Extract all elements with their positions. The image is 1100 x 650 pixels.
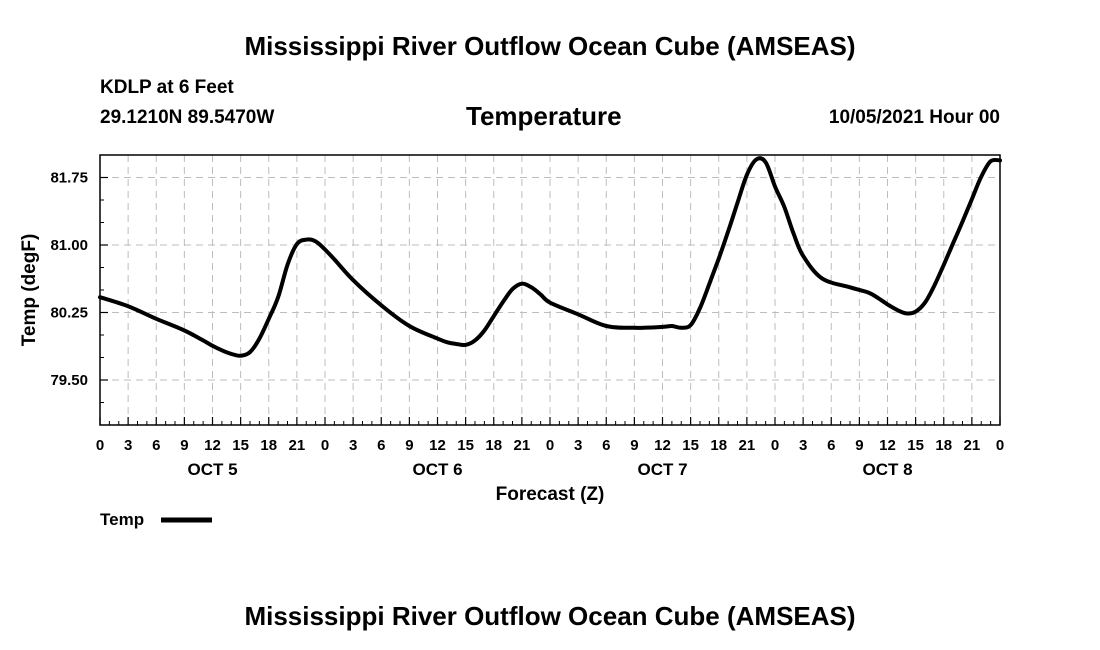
- chart-main-title: Mississippi River Outflow Ocean Cube (AM…: [244, 31, 856, 61]
- x-tick-label: 6: [827, 437, 835, 454]
- y-tick-label: 81.75: [50, 170, 88, 187]
- x-tick-label: 3: [799, 437, 807, 454]
- x-axis-label: Forecast (Z): [496, 484, 605, 505]
- x-tick-label: 9: [180, 437, 188, 454]
- x-tick-label: 15: [232, 437, 249, 454]
- x-axis-ticks: 0 3 6 9 12 15 18 21 0 3 6 9 12 15 18 21 0 3 6 9 12 15 18 21 0 3 6 9…: [96, 417, 1004, 479]
- x-tick-label: 18: [710, 437, 727, 454]
- x-tick-label: 15: [457, 437, 474, 454]
- x-tick-label: 3: [124, 437, 132, 454]
- datetime-label: 10/05/2021 Hour 00: [828, 107, 1000, 128]
- x-tick-label: 6: [377, 437, 385, 454]
- x-day-label: OCT 7: [637, 460, 687, 479]
- x-tick-label: 9: [855, 437, 863, 454]
- x-tick-label: 9: [405, 437, 413, 454]
- plot-frame: [99, 154, 1001, 426]
- temp-series-line: [98, 156, 1002, 358]
- x-tick-label: 3: [574, 437, 582, 454]
- x-tick-label: 15: [682, 437, 699, 454]
- x-tick-label: 12: [204, 437, 221, 454]
- x-day-label: OCT 6: [412, 460, 462, 479]
- x-tick-label: 21: [289, 437, 306, 454]
- x-tick-label: 0: [96, 437, 104, 454]
- y-axis-label: Temp (degF): [19, 234, 40, 347]
- x-tick-label: 18: [485, 437, 502, 454]
- y-tick-label: 80.25: [50, 305, 88, 322]
- x-tick-label: 9: [630, 437, 638, 454]
- x-tick-label: 18: [935, 437, 952, 454]
- x-tick-label: 0: [546, 437, 554, 454]
- x-tick-label: 3: [349, 437, 357, 454]
- x-tick-label: 0: [771, 437, 779, 454]
- legend-label: Temp: [100, 510, 144, 529]
- x-tick-label: 21: [514, 437, 531, 454]
- x-day-label: OCT 5: [187, 460, 237, 479]
- x-tick-label: 12: [879, 437, 896, 454]
- chart-footer-title: Mississippi River Outflow Ocean Cube (AM…: [244, 601, 856, 631]
- x-day-label: OCT 8: [862, 460, 912, 479]
- x-tick-label: 18: [260, 437, 277, 454]
- x-tick-label: 6: [152, 437, 160, 454]
- x-tick-label: 0: [321, 437, 329, 454]
- x-tick-label: 21: [739, 437, 756, 454]
- x-tick-label: 21: [964, 437, 981, 454]
- x-tick-label: 15: [907, 437, 924, 454]
- station-label: KDLP at 6 Feet: [100, 77, 234, 98]
- plot-title: Temperature: [466, 101, 622, 131]
- x-tick-label: 0: [996, 437, 1004, 454]
- coordinates-label: 29.1210N 89.5470W: [100, 107, 275, 128]
- y-tick-label: 79.50: [50, 372, 88, 389]
- x-tick-label: 12: [654, 437, 671, 454]
- x-tick-label: 6: [602, 437, 610, 454]
- y-tick-label: 81.00: [50, 237, 88, 254]
- x-tick-label: 12: [429, 437, 446, 454]
- y-axis-ticks: 79.50 80.25 81.00 81.75: [50, 170, 108, 403]
